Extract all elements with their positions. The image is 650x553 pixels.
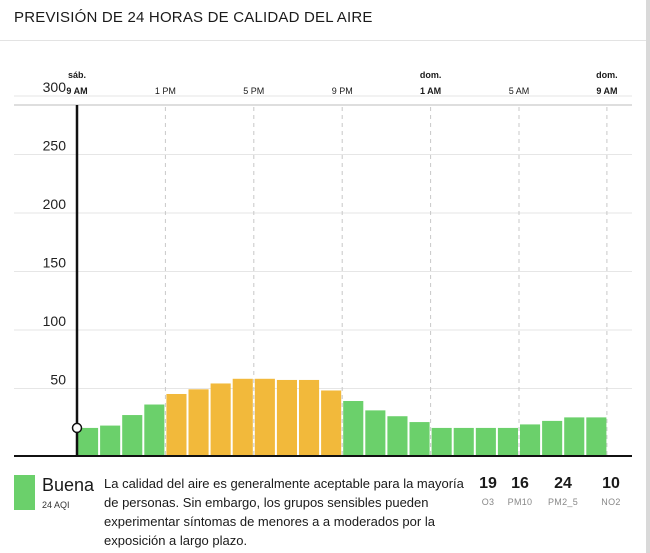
aqi-bar <box>564 417 585 456</box>
aqi-bar <box>188 389 209 456</box>
aqi-category-swatch <box>14 475 35 510</box>
aqi-bar <box>254 378 275 456</box>
aqi-bar <box>453 427 474 456</box>
y-tick-label: 250 <box>43 138 67 154</box>
aqi-bar <box>387 416 408 456</box>
x-tick-label: 9 PM <box>332 86 353 96</box>
y-tick-label: 200 <box>43 196 67 212</box>
aqi-bar <box>122 415 143 456</box>
aqi-bar <box>232 378 253 456</box>
y-tick-label: 300 <box>43 79 67 95</box>
pollutant-pm10: 16 PM10 <box>498 475 542 507</box>
aqi-bar <box>586 417 607 456</box>
aqi-bar <box>409 422 430 456</box>
aqi-bar <box>497 427 518 456</box>
pollutant-name: O3 <box>481 497 495 507</box>
pollutant-no2: 10 NO2 <box>589 475 633 507</box>
aqi-bar <box>276 379 297 456</box>
y-tick-label: 100 <box>43 313 67 329</box>
pollutant-value: 24 <box>554 475 572 492</box>
x-tick-label: 5 PM <box>243 86 264 96</box>
pollutant-value: 16 <box>511 475 529 492</box>
pollutant-value: 19 <box>479 475 497 492</box>
pollutant-name: NO2 <box>601 497 621 507</box>
aqi-bar <box>542 420 563 456</box>
current-value-marker <box>71 422 83 434</box>
aqi-bar <box>365 410 386 456</box>
x-tick-label: 5 AM <box>509 86 530 96</box>
current-aqi-summary: Buena 24 AQI La calidad del aire es gene… <box>0 460 646 553</box>
aqi-bar <box>343 401 364 456</box>
x-tick-label: 9 AM <box>596 86 617 96</box>
aqi-forecast-chart: sáb. 9 AM 1 PM 5 PM 9 PM dom. 1 AM 5 AM dom. 9 AM… <box>14 70 632 457</box>
pollutant-name: PM2_5 <box>547 497 579 507</box>
aqi-description: La calidad del aire es generalmente acep… <box>104 476 464 548</box>
pollutant-value: 10 <box>602 475 620 492</box>
aqi-bar <box>166 393 187 456</box>
pollutant-name: PM10 <box>507 497 533 507</box>
x-tick-day-label: dom. <box>596 70 618 80</box>
aqi-bar <box>210 383 231 456</box>
y-tick-label: 150 <box>43 255 67 271</box>
panel-title: PREVISIÓN DE 24 HORAS DE CALIDAD DEL AIR… <box>14 9 373 26</box>
aqi-bar <box>299 379 320 456</box>
x-tick-label: 1 PM <box>155 86 176 96</box>
aqi-bar <box>475 427 496 456</box>
x-tick-label: 9 AM <box>66 86 87 96</box>
aqi-value-label: 24 AQI <box>42 500 70 510</box>
x-tick-day-label: dom. <box>420 70 442 80</box>
panel-header: PREVISIÓN DE 24 HORAS DE CALIDAD DEL AIR… <box>0 0 646 41</box>
aqi-bar <box>100 425 121 456</box>
aqi-bar <box>431 427 452 456</box>
x-tick-day-label: sáb. <box>68 70 86 80</box>
aqi-bar <box>144 404 165 456</box>
aqi-bar <box>520 424 541 456</box>
pollutant-o3: 19 O3 <box>466 475 510 507</box>
y-tick-label: 50 <box>50 372 66 388</box>
aqi-category-label: Buena <box>42 475 95 495</box>
x-tick-label: 1 AM <box>420 86 441 96</box>
pollutant-pm2-5: 24 PM2_5 <box>541 475 585 507</box>
aqi-bar <box>321 390 342 456</box>
aqi-bar <box>78 427 99 456</box>
